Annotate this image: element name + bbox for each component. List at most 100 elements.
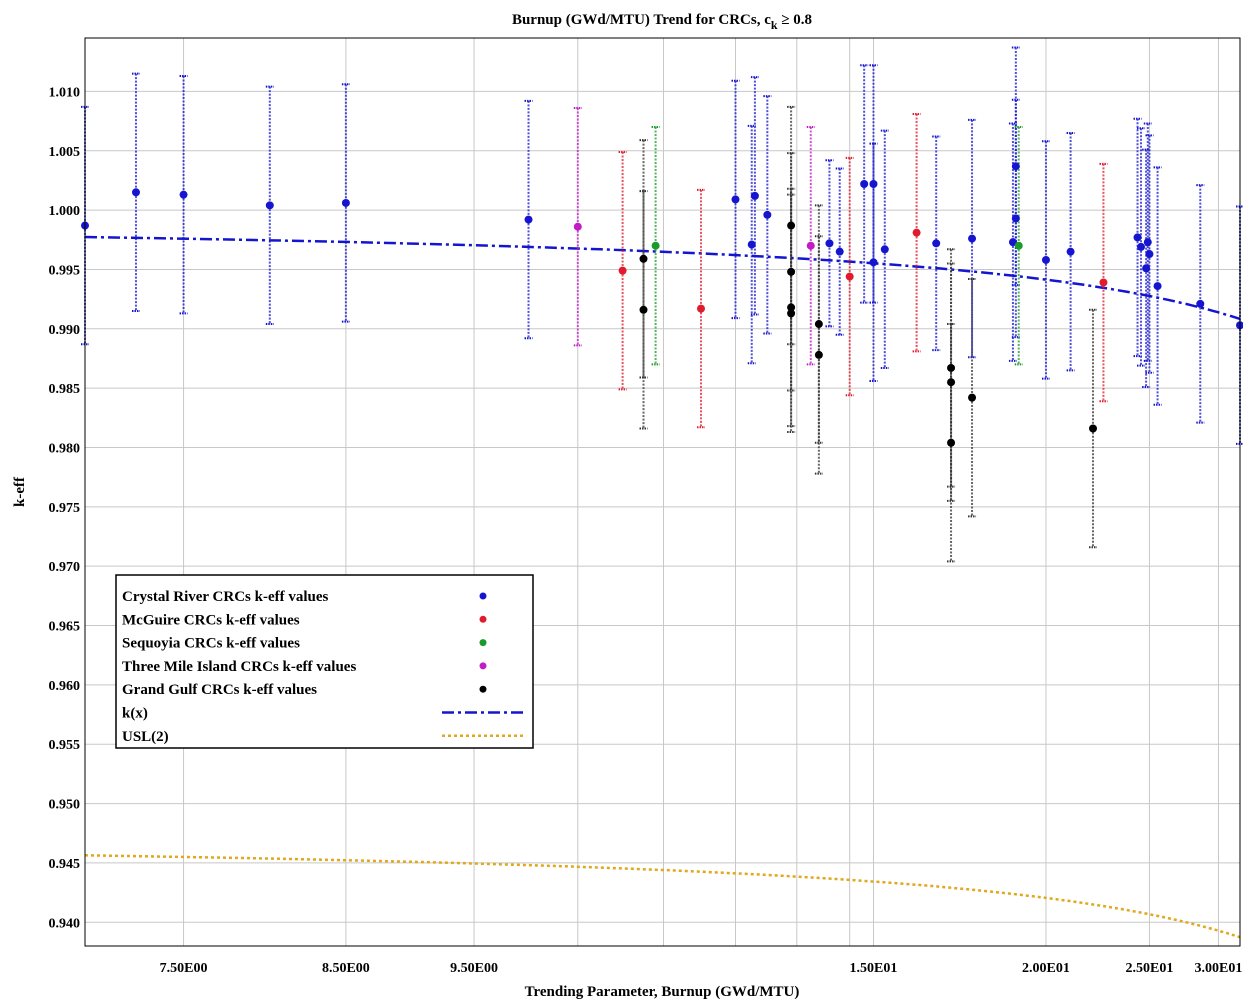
- y-tick-label: 0.990: [49, 323, 81, 338]
- y-axis-label: k-eff: [12, 476, 28, 507]
- data-points: [81, 162, 1243, 447]
- point-three-mile-island: [573, 222, 582, 231]
- legend-label-grand-gulf-crcs-k-eff-values: Grand Gulf CRCs k-eff values: [122, 682, 317, 698]
- point-grand-gulf: [947, 378, 956, 387]
- legend-marker-mcguire-crcs-k-eff-values: [479, 615, 487, 623]
- y-tick-label: 1.005: [49, 145, 81, 160]
- point-crystal-river: [1145, 250, 1154, 259]
- point-crystal-river: [1196, 299, 1205, 308]
- legend-label-sequoyia-crcs-k-eff-values: Sequoyia CRCs k-eff values: [122, 636, 300, 652]
- point-crystal-river: [932, 239, 941, 248]
- y-tick-label: 0.945: [49, 857, 81, 872]
- chart-title-suffix: ≥ 0.8: [778, 12, 812, 28]
- y-tick-label: 0.955: [49, 738, 81, 753]
- legend-label-three-mile-island-crcs-k-eff-values: Three Mile Island CRCs k-eff values: [122, 659, 356, 675]
- point-grand-gulf: [1089, 424, 1097, 433]
- y-tick-label: 0.985: [49, 382, 81, 397]
- point-grand-gulf: [787, 303, 796, 312]
- point-crystal-river: [860, 179, 869, 188]
- point-grand-gulf: [787, 267, 796, 276]
- y-tick-label: 0.960: [49, 679, 81, 694]
- x-tick-label: 1.50E01: [850, 961, 898, 976]
- y-tick-label: 0.965: [49, 620, 81, 635]
- point-three-mile-island: [806, 241, 815, 250]
- plot-area-frame: [84, 37, 1241, 947]
- point-crystal-river: [825, 239, 834, 248]
- point-sequoyia: [651, 241, 660, 250]
- point-mcguire: [618, 266, 627, 275]
- point-grand-gulf: [947, 438, 956, 447]
- legend-marker-sequoyia-crcs-k-eff-values: [479, 639, 487, 647]
- legend-label-k-x: k(x): [122, 706, 148, 722]
- line-usl-2: [84, 854, 1241, 939]
- legend-label-usl-2: USL(2): [122, 729, 169, 745]
- legend-label-crystal-river-crcs-k-eff-values: Crystal River CRCs k-eff values: [122, 589, 329, 605]
- point-grand-gulf: [814, 350, 823, 359]
- point-mcguire: [1099, 278, 1108, 287]
- point-crystal-river: [750, 191, 759, 200]
- chart-title-subscript: k: [771, 18, 778, 32]
- fit-lines: [84, 235, 1241, 939]
- point-grand-gulf: [639, 305, 648, 314]
- point-crystal-river: [968, 234, 977, 243]
- point-mcguire: [845, 272, 854, 281]
- point-crystal-river: [1008, 238, 1017, 247]
- point-crystal-river: [1041, 255, 1050, 264]
- y-tick-label: 1.000: [49, 204, 81, 219]
- point-crystal-river: [1011, 214, 1020, 223]
- point-crystal-river: [869, 179, 878, 188]
- point-mcguire: [697, 304, 705, 313]
- x-axis-tick-labels: 7.50E00 8.50E00 9.50E00 1.50E01 2.00E01 2.50E…: [160, 961, 1243, 976]
- point-grand-gulf: [787, 309, 796, 318]
- error-bars: [81, 46, 1243, 563]
- point-crystal-river: [731, 195, 740, 204]
- point-grand-gulf: [814, 320, 823, 329]
- y-tick-label: 0.980: [49, 441, 81, 456]
- point-crystal-river: [1142, 264, 1151, 273]
- line-k-x: [84, 235, 1241, 321]
- legend: Crystal River CRCs k-eff values McGuire C…: [115, 574, 534, 749]
- y-tick-label: 1.010: [49, 85, 81, 100]
- grid-lines: [85, 38, 1240, 946]
- legend-marker-grand-gulf-crcs-k-eff-values: [479, 685, 487, 693]
- point-crystal-river: [341, 198, 350, 207]
- x-tick-label: 3.00E01: [1195, 961, 1243, 976]
- point-mcguire: [912, 228, 921, 237]
- y-tick-label: 0.970: [49, 560, 81, 575]
- legend-marker-three-mile-island-crcs-k-eff-values: [479, 662, 487, 670]
- y-tick-label: 0.950: [49, 798, 81, 813]
- point-crystal-river: [265, 201, 274, 210]
- point-crystal-river: [869, 258, 878, 267]
- point-grand-gulf: [968, 393, 977, 402]
- point-grand-gulf: [947, 363, 956, 372]
- point-crystal-river: [1066, 247, 1075, 256]
- x-axis-label: Trending Parameter, Burnup (GWd/MTU): [525, 984, 800, 1000]
- point-crystal-river: [763, 210, 772, 219]
- point-crystal-river: [1143, 238, 1152, 247]
- y-axis-tick-labels: 0.940 0.945 0.950 0.955 0.960 0.965 0.970 0.975…: [49, 85, 81, 931]
- x-tick-label: 7.50E00: [160, 961, 208, 976]
- point-grand-gulf: [787, 221, 796, 230]
- legend-marker-crystal-river-crcs-k-eff-values: [479, 592, 487, 600]
- x-tick-label: 8.50E00: [322, 961, 370, 976]
- point-crystal-river: [1133, 233, 1142, 242]
- point-grand-gulf: [639, 254, 648, 263]
- point-crystal-river: [1153, 282, 1162, 291]
- point-crystal-river: [880, 245, 889, 254]
- point-crystal-river: [835, 247, 844, 256]
- x-tick-label: 2.00E01: [1022, 961, 1070, 976]
- point-crystal-river: [747, 240, 756, 249]
- point-crystal-river: [1011, 162, 1020, 171]
- point-crystal-river: [524, 215, 533, 224]
- point-crystal-river: [131, 188, 140, 197]
- y-tick-label: 0.975: [49, 501, 81, 516]
- point-sequoyia: [1014, 241, 1023, 250]
- x-tick-label: 2.50E01: [1126, 961, 1174, 976]
- x-tick-label: 9.50E00: [450, 961, 498, 976]
- y-tick-label: 0.995: [49, 263, 81, 278]
- y-tick-label: 0.940: [49, 916, 81, 931]
- legend-box: [115, 574, 534, 749]
- point-crystal-river: [1137, 242, 1145, 251]
- legend-label-mcguire-crcs-k-eff-values: McGuire CRCs k-eff values: [122, 612, 300, 628]
